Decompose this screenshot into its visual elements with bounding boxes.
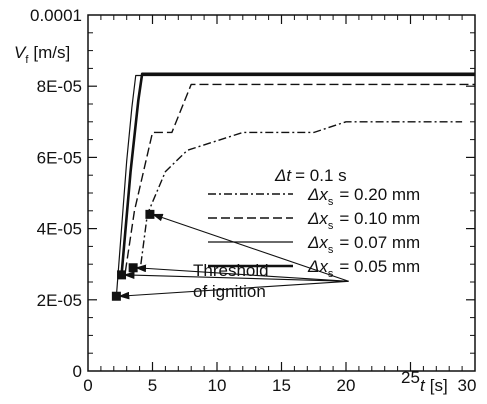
legend-title-value: = 0.1 s bbox=[295, 166, 347, 185]
legend-label-4-value: = 0.05 mm bbox=[339, 257, 420, 276]
legend-label-3: Δxs = 0.07 mm bbox=[307, 233, 420, 256]
legend-label-4-sub: s bbox=[328, 268, 334, 280]
legend-label-2: Δxs = 0.10 mm bbox=[307, 209, 420, 232]
tick-group: 0 5 10 15 20 25 30 0 2E-05 4E-05 6E-05 8E-05 0.0001 bbox=[30, 6, 476, 395]
series-line-1 bbox=[140, 121, 463, 265]
legend-entry-3: Δxs = 0.07 mm bbox=[208, 233, 420, 256]
series-group bbox=[115, 72, 475, 297]
marker-group bbox=[111, 209, 155, 301]
x-tick-label: 5 bbox=[148, 376, 157, 395]
y-tick-label: 8E-05 bbox=[37, 77, 82, 96]
legend-label-2-sub: s bbox=[328, 220, 334, 232]
annotation-arrow-2 bbox=[123, 271, 349, 282]
x-axis-label-main: t bbox=[420, 376, 426, 395]
legend-entry-2: Δxs = 0.10 mm bbox=[208, 209, 420, 232]
legend-title-prefix: Δt bbox=[274, 166, 292, 185]
y-tick-label: 6E-05 bbox=[37, 148, 82, 167]
legend-label-3-value: = 0.07 mm bbox=[339, 233, 420, 252]
x-tick-label: 25 bbox=[401, 368, 420, 387]
legend-label-1-sub: s bbox=[328, 196, 334, 208]
y-tick-label: 0.0001 bbox=[30, 6, 82, 25]
annotation-arrow-1 bbox=[118, 280, 349, 300]
y-tick-label: 2E-05 bbox=[37, 291, 82, 310]
legend-entry-4: Δxs = 0.05 mm bbox=[208, 257, 420, 280]
annotation-arrow-group bbox=[118, 213, 349, 300]
series-line-2 bbox=[124, 83, 475, 272]
legend-group: Δxs = 0.20 mm Δxs = 0.10 mm Δxs = 0.07 mm Δ… bbox=[208, 185, 420, 280]
annotation-arrow-3 bbox=[135, 264, 349, 282]
legend-label-4-delta: Δx bbox=[307, 257, 328, 276]
x-tick-label: 20 bbox=[337, 376, 356, 395]
y-axis-label-main: V bbox=[14, 43, 27, 62]
legend-label-1-value: = 0.20 mm bbox=[339, 185, 420, 204]
x-tick-label: 30 bbox=[458, 376, 477, 395]
legend-label-1: Δxs = 0.20 mm bbox=[307, 185, 420, 208]
ignition-marker-4 bbox=[145, 209, 155, 219]
x-axis-label: t [s] bbox=[420, 376, 448, 395]
series-line-3 bbox=[115, 74, 475, 297]
legend-label-2-value: = 0.10 mm bbox=[339, 209, 420, 228]
x-tick-label: 15 bbox=[272, 376, 291, 395]
y-tick-label: 0 bbox=[73, 362, 82, 381]
series-line-4 bbox=[120, 72, 475, 275]
y-axis-label-subscript: f bbox=[25, 54, 29, 66]
annotation-line-2: of ignition bbox=[193, 282, 266, 301]
y-tick-label: 4E-05 bbox=[37, 220, 82, 239]
legend-label-1-delta: Δx bbox=[307, 185, 328, 204]
annotation-arrow-4 bbox=[151, 213, 349, 282]
legend-label-2-delta: Δx bbox=[307, 209, 328, 228]
x-tick-label: 10 bbox=[208, 376, 227, 395]
legend-entry-1: Δxs = 0.20 mm bbox=[208, 185, 420, 208]
y-axis-label: Vf [m/s] bbox=[14, 43, 70, 66]
ignition-marker-3 bbox=[128, 263, 138, 273]
ignition-marker-1 bbox=[111, 291, 121, 301]
y-axis-label-unit: [m/s] bbox=[33, 43, 70, 62]
annotation-line-1: Threshold bbox=[193, 261, 269, 280]
legend-title: Δt = 0.1 s bbox=[274, 166, 347, 185]
x-axis-label-unit: [s] bbox=[430, 376, 448, 395]
legend-label-3-delta: Δx bbox=[307, 233, 328, 252]
x-tick-label: 0 bbox=[83, 376, 92, 395]
ignition-marker-2 bbox=[117, 270, 127, 280]
legend-label-4: Δxs = 0.05 mm bbox=[307, 257, 420, 280]
legend-label-3-sub: s bbox=[328, 244, 334, 256]
